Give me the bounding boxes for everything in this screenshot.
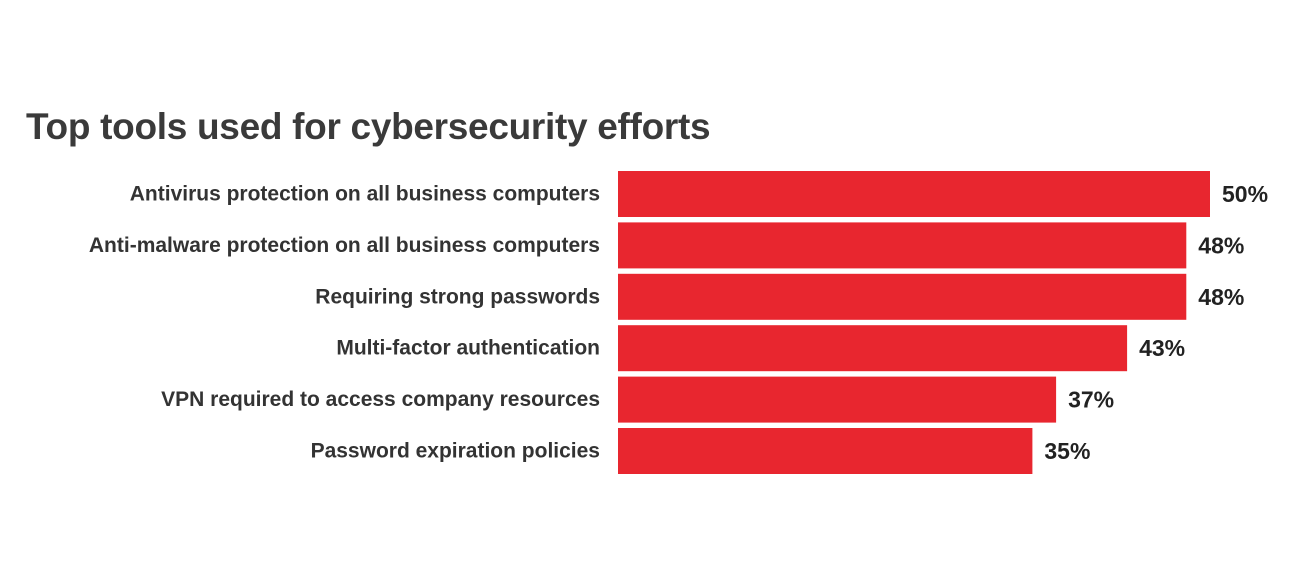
category-label: VPN required to access company resources <box>161 388 600 411</box>
bar <box>618 273 1187 320</box>
bar <box>618 428 1033 474</box>
value-label: 48% <box>1198 232 1244 258</box>
bar <box>618 376 1057 423</box>
category-label: Password expiration policies <box>311 440 600 463</box>
value-label: 48% <box>1198 284 1244 310</box>
bar <box>618 171 1210 217</box>
category-label: Antivirus protection on all business com… <box>130 183 600 206</box>
value-label: 50% <box>1222 181 1268 207</box>
category-label: Multi-factor authentication <box>336 337 600 360</box>
category-label: Requiring strong passwords <box>315 285 600 308</box>
bar <box>618 222 1187 269</box>
chart-title: Top tools used for cybersecurity efforts <box>26 106 711 147</box>
bar <box>618 325 1128 372</box>
value-label: 43% <box>1139 335 1185 361</box>
value-label: 35% <box>1044 438 1090 464</box>
category-label: Anti-malware protection on all business … <box>89 234 600 257</box>
value-label: 37% <box>1068 387 1114 413</box>
